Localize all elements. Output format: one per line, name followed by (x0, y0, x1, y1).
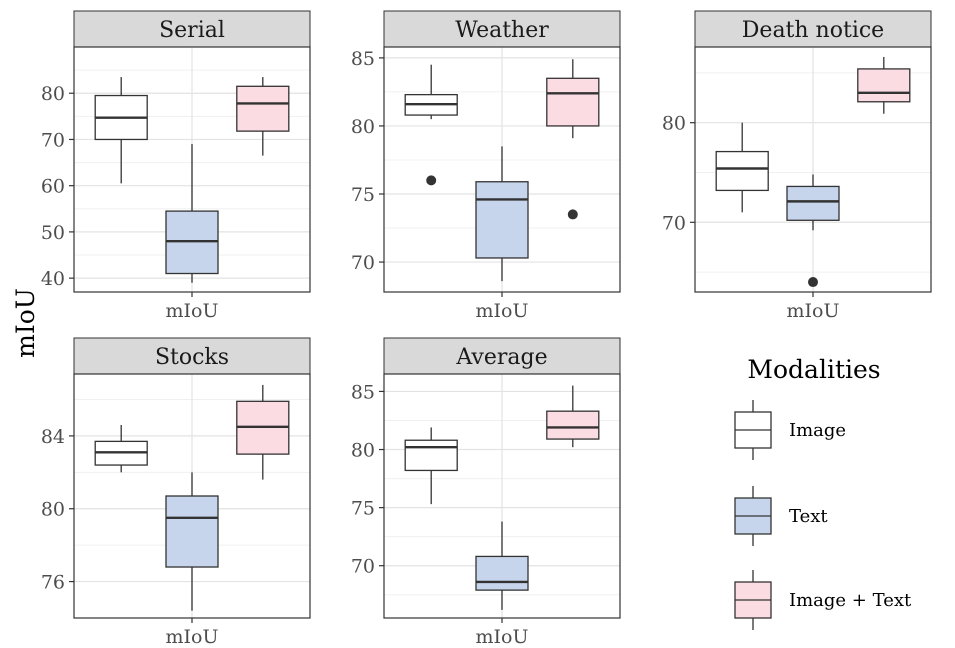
box-iqr (546, 77, 600, 127)
legend-key-image: Image (734, 400, 846, 460)
panels-layer: Serial4050607080mIoUWeather70758085mIoUD… (41, 10, 932, 648)
box-text (165, 144, 219, 283)
box-image (404, 427, 458, 505)
box-text (475, 521, 529, 610)
y-tick-label: 50 (41, 222, 65, 244)
panel-border (73, 46, 311, 293)
box-iqr (475, 181, 529, 259)
y-tick-label: 75 (351, 498, 375, 520)
y-tick-label: 80 (662, 113, 686, 135)
outlier-point (567, 209, 578, 220)
y-axis-title: mIoU (11, 288, 40, 358)
x-tick-label: mIoU (166, 626, 219, 648)
legend-keys: Image Text Image + Text (734, 400, 912, 630)
facet-strip (73, 337, 311, 375)
box-text (475, 146, 529, 282)
x-tick-label: mIoU (787, 300, 840, 322)
facet-title: Stocks (155, 345, 229, 370)
x-tick-label: mIoU (166, 300, 219, 322)
y-tick-label: 80 (41, 499, 65, 521)
y-tick-label: 40 (41, 268, 65, 290)
y-tick-label: 84 (41, 426, 65, 448)
box-image-text (236, 77, 290, 156)
box-text (165, 472, 219, 611)
box-image (715, 122, 769, 213)
facet-title: Average (455, 345, 547, 370)
box-iqr (857, 68, 911, 103)
panel-weather: Weather 70 75 80 85 mIoU (351, 10, 621, 322)
legend-label: Image (789, 420, 846, 441)
y-tick-label: 70 (41, 129, 65, 151)
panel-border (383, 373, 621, 619)
box-image-text (857, 56, 911, 114)
y-tick-label: 60 (41, 176, 65, 198)
outlier-point (426, 175, 437, 186)
facet-title: Death notice (742, 18, 884, 43)
facet-strip (383, 10, 621, 48)
box-iqr (475, 555, 529, 591)
y-tick-label: 70 (351, 252, 375, 274)
box-image-text (546, 59, 600, 220)
y-tick-label: 76 (41, 572, 65, 594)
box-image (94, 77, 148, 184)
y-tick-label: 80 (351, 116, 375, 138)
y-tick-label: 80 (351, 440, 375, 462)
box-iqr (236, 85, 290, 132)
x-tick-label: mIoU (476, 626, 529, 648)
box-iqr (715, 150, 769, 192)
legend-label: Image + Text (789, 590, 912, 611)
panel-border (694, 46, 932, 293)
panel-average: Average 70 75 80 85 mIoU (351, 337, 621, 648)
y-tick-label: 75 (351, 184, 375, 206)
panel-stocks: Stocks 76 80 84 mIoU (41, 337, 311, 648)
box-iqr (165, 495, 219, 568)
legend-title: Modalities (747, 355, 880, 384)
y-tick-label: 70 (351, 556, 375, 578)
facet-strip (694, 10, 932, 48)
y-tick-label: 70 (662, 212, 686, 234)
legend-key-text: Text (734, 486, 828, 546)
panel-border (383, 46, 621, 293)
legend: Modalities Image Text Image + Text (734, 355, 912, 630)
facet-title: Serial (159, 18, 225, 43)
outlier-point (808, 277, 818, 288)
legend-key-image-text: Image + Text (734, 570, 912, 630)
box-iqr (786, 185, 840, 221)
box-image-text (546, 385, 600, 448)
panel-serial: Serial 40 50 60 70 80 mIoU (41, 10, 311, 322)
box-text (786, 174, 840, 288)
box-image (94, 424, 148, 473)
y-tick-label: 85 (351, 48, 375, 70)
panel-death-notice: Death notice 70 80 mIoU (662, 10, 932, 322)
box-iqr (404, 439, 458, 472)
legend-label: Text (789, 506, 828, 527)
x-tick-label: mIoU (476, 300, 529, 322)
facet-title: Weather (455, 18, 549, 43)
facet-strip (73, 10, 311, 48)
box-iqr (546, 410, 600, 440)
y-tick-label: 85 (351, 381, 375, 403)
panel-border (73, 373, 311, 619)
y-tick-label: 80 (41, 83, 65, 105)
box-image (404, 64, 458, 186)
box-image-text (236, 384, 290, 480)
